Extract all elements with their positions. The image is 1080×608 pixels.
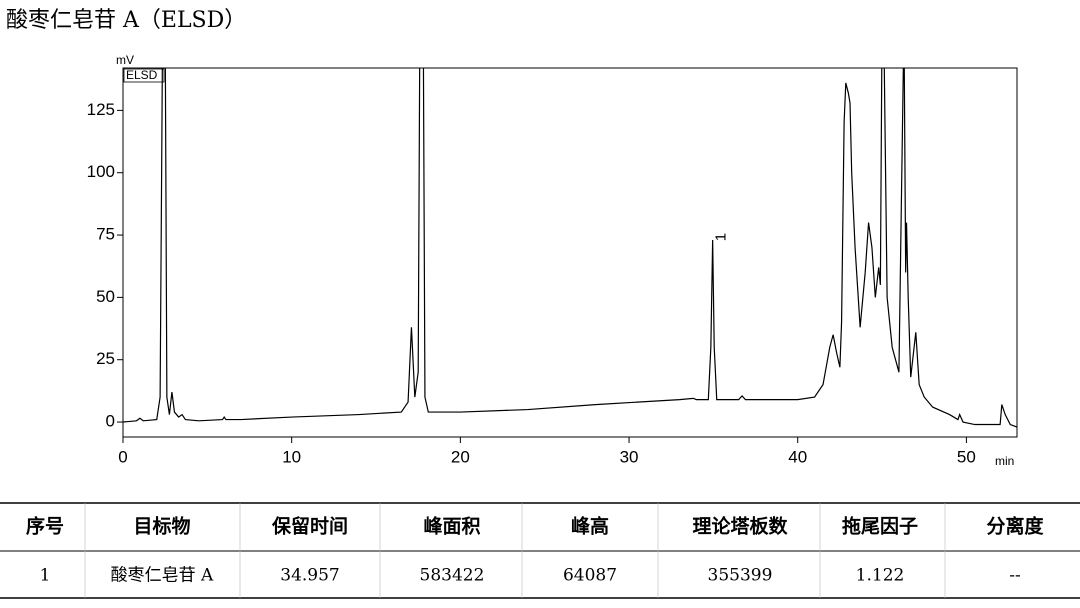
table-header: 分离度: [986, 515, 1044, 538]
table-header: 序号: [26, 515, 64, 538]
x-tick-label: 40: [788, 447, 807, 466]
x-axis-label: min: [995, 454, 1014, 468]
x-tick-label: 50: [957, 447, 976, 466]
x-tick-label: 20: [451, 447, 470, 466]
y-tick-label: 50: [96, 287, 115, 306]
peak-label: 1: [713, 233, 730, 241]
figure-title: 酸枣仁皂苷 A（ELSD）: [6, 8, 246, 33]
y-axis-label: mV: [116, 53, 134, 67]
table-header: 峰面积: [423, 515, 480, 538]
table-cell: 酸枣仁皂苷 A: [111, 566, 214, 586]
table-header: 理论塔板数: [692, 515, 788, 538]
y-tick-label: 75: [96, 225, 115, 244]
table-cell: 583422: [420, 566, 485, 586]
x-tick-label: 10: [282, 447, 301, 466]
table-header: 峰高: [571, 515, 609, 538]
y-tick-label: 25: [96, 349, 115, 368]
x-tick-label: 0: [118, 447, 127, 466]
table-header: 拖尾因子: [842, 515, 918, 538]
table-cell: --: [1009, 566, 1021, 586]
plot-frame: [122, 67, 1018, 438]
table-cell: 355399: [708, 566, 773, 586]
table-cell: 34.957: [280, 566, 339, 586]
y-tick-label: 125: [87, 100, 115, 119]
table-header: 保留时间: [271, 515, 348, 538]
trace-group: [123, 68, 1017, 428]
table-cell: 64087: [563, 566, 617, 586]
y-tick-label: 100: [87, 162, 115, 181]
legend-label: ELSD: [126, 68, 158, 82]
x-tick-label: 30: [620, 447, 639, 466]
table-cell: 1: [40, 566, 51, 586]
y-tick-label: 0: [106, 412, 115, 431]
table-header: 目标物: [133, 515, 190, 538]
table-cell: 1.122: [856, 566, 905, 586]
legend-box: [123, 68, 165, 83]
chromatogram-line: [123, 68, 1017, 428]
